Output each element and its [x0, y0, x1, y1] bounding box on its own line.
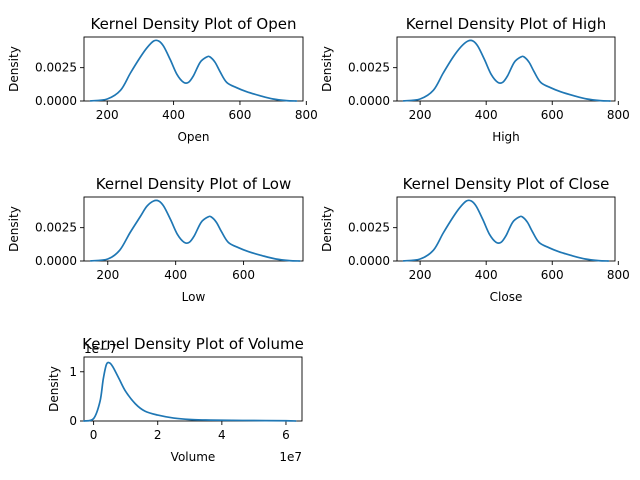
kde-volume-y-offset-label: 1e−7: [84, 342, 117, 356]
kde-high-xtick-label: 200: [409, 108, 432, 122]
kde-high-axes-frame: [396, 36, 616, 102]
kde-close-title: Kernel Density Plot of Close: [403, 175, 610, 193]
kde-close-density-curve: [402, 199, 610, 262]
kde-high-title: Kernel Density Plot of High: [406, 15, 606, 33]
kde-close-xtick-label: 600: [541, 268, 564, 282]
kde-open-title: Kernel Density Plot of Open: [90, 15, 296, 33]
kde-volume-xtick-label: 4: [218, 428, 226, 442]
kde-high-density-curve: [402, 39, 611, 102]
kde-open-ytick-label: 0.0025: [35, 61, 77, 75]
kde-low-xlabel: Low: [182, 290, 206, 304]
kde-low-xtick-label: 200: [96, 268, 119, 282]
kde-volume-xtick-label: 6: [282, 428, 290, 442]
kde-close-ylabel: Density: [320, 206, 334, 252]
kde-low-title: Kernel Density Plot of Low: [96, 175, 292, 193]
kde-high-xtick-label: 600: [541, 108, 564, 122]
kde-close-ytick-label: 0.0025: [348, 221, 390, 235]
kde-volume-ylabel: Density: [47, 366, 61, 412]
kde-open-ylabel: Density: [7, 46, 21, 92]
kde-volume-ytick-label: 0: [69, 414, 77, 428]
kde-low-axes-frame: [83, 196, 304, 262]
kde-open-ytick-label: 0.0000: [35, 94, 77, 108]
kde-volume-ytick-label: 1: [69, 365, 77, 379]
kde-volume-xtick-label: 2: [154, 428, 162, 442]
kde-open-axes-frame: [83, 36, 304, 102]
kde-close-xlabel: Close: [490, 290, 523, 304]
kde-volume-x-offset-label: 1e7: [279, 450, 302, 464]
kde-high-ylabel: Density: [320, 46, 334, 92]
kde-volume-xtick-label: 0: [90, 428, 98, 442]
kde-low-xtick-label: 400: [164, 268, 187, 282]
kde-open-xtick-label: 200: [96, 108, 119, 122]
kde-high-xtick-label: 400: [475, 108, 498, 122]
kde-high-xlabel: High: [492, 130, 520, 144]
kde-close-xtick-label: 200: [409, 268, 432, 282]
kde-open-density-curve: [89, 39, 298, 102]
kde-high-ytick-label: 0.0025: [348, 61, 390, 75]
kde-volume-xlabel: Volume: [171, 450, 216, 464]
kde-low-density-curve: [89, 199, 301, 262]
kde-open-xtick-label: 400: [162, 108, 185, 122]
kde-close-xtick-label: 800: [607, 268, 630, 282]
kde-open-xlabel: Open: [177, 130, 209, 144]
kde-low-ylabel: Density: [7, 206, 21, 252]
kde-close-axes-frame: [396, 196, 616, 262]
kde-close-ytick-label: 0.0000: [348, 254, 390, 268]
kde-volume-title: Kernel Density Plot of Volume: [82, 335, 304, 353]
kde-high-ytick-label: 0.0000: [348, 94, 390, 108]
kde-volume-axes-frame: [83, 356, 303, 422]
kde-low-ytick-label: 0.0000: [35, 254, 77, 268]
kde-high-xtick-label: 800: [607, 108, 630, 122]
kde-low-ytick-label: 0.0025: [35, 221, 77, 235]
kde-open-xtick-label: 600: [229, 108, 252, 122]
kde-volume-density-curve: [83, 361, 297, 422]
kde-close-xtick-label: 400: [475, 268, 498, 282]
kde-low-xtick-label: 600: [232, 268, 255, 282]
kde-open-xtick-label: 800: [295, 108, 318, 122]
